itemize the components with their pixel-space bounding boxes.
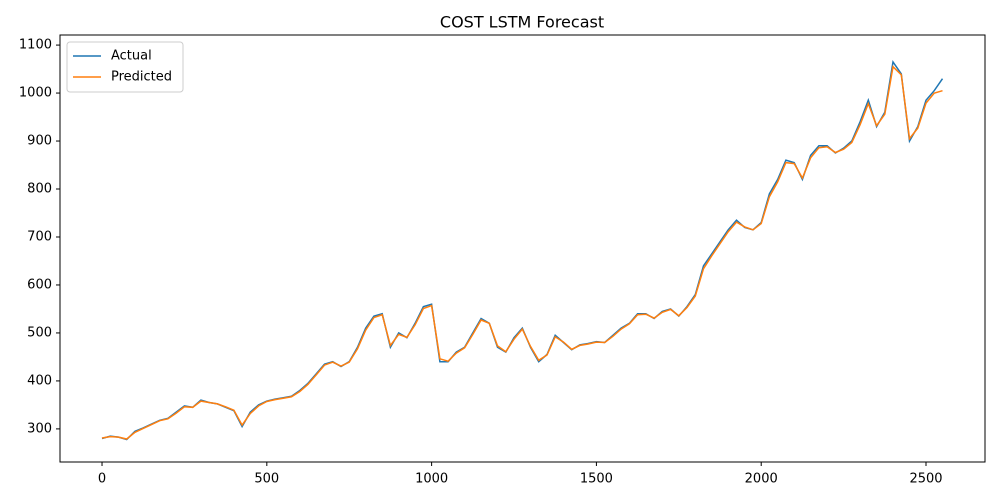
y-tick-label: 1100	[19, 38, 52, 53]
legend-box	[66, 41, 184, 93]
y-tick-label: 500	[27, 325, 52, 340]
x-tick-label: 0	[98, 472, 106, 487]
x-tick-label: 1500	[580, 472, 613, 487]
chart-title: COST LSTM Forecast	[440, 13, 604, 32]
series-line	[101, 59, 944, 441]
plot-frame	[59, 34, 986, 463]
y-tick-label: 600	[27, 277, 52, 292]
x-tick-label: 500	[254, 472, 279, 487]
y-tick-label: 700	[27, 229, 52, 244]
x-tick-label: 1000	[415, 472, 448, 487]
series-line	[101, 65, 943, 440]
y-tick-label: 300	[27, 421, 52, 436]
y-tick-label: 900	[27, 134, 52, 149]
y-tick-label: 400	[27, 373, 52, 388]
legend-label: Actual	[111, 49, 152, 64]
y-tick-label: 800	[27, 182, 52, 197]
x-tick-label: 2000	[745, 472, 778, 487]
legend-label: Predicted	[111, 70, 172, 85]
y-tick-label: 1000	[19, 86, 52, 101]
x-tick-label: 2500	[909, 472, 942, 487]
